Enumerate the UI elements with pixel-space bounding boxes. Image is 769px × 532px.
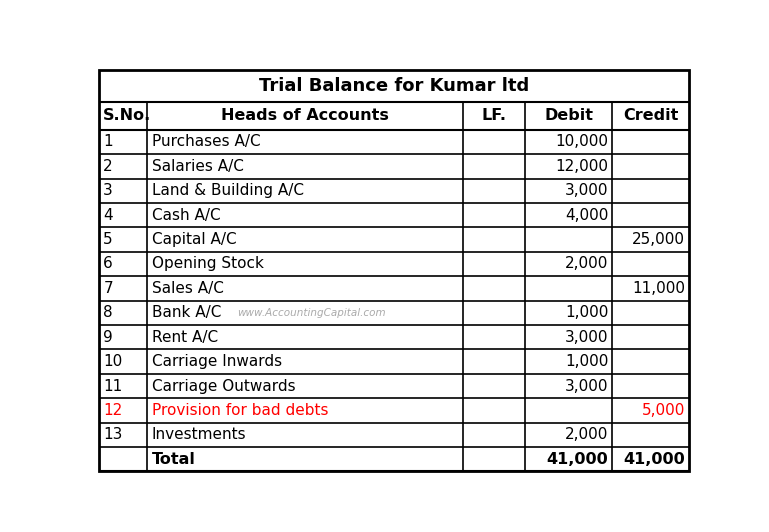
Text: 3,000: 3,000 [564,330,608,345]
Text: 10,000: 10,000 [555,135,608,149]
Text: 41,000: 41,000 [623,452,685,467]
Text: 41,000: 41,000 [547,452,608,467]
Text: 5,000: 5,000 [641,403,685,418]
Text: Provision for bad debts: Provision for bad debts [151,403,328,418]
Text: Credit: Credit [623,108,678,123]
Text: 5: 5 [103,232,113,247]
Text: 13: 13 [103,427,122,442]
Text: 9: 9 [103,330,113,345]
Text: Cash A/C: Cash A/C [151,207,220,223]
Text: 10: 10 [103,354,122,369]
Text: Bank A/C: Bank A/C [151,305,221,320]
Text: Purchases A/C: Purchases A/C [151,135,260,149]
Text: 12: 12 [103,403,122,418]
Text: Sales A/C: Sales A/C [151,281,224,296]
Text: 1: 1 [103,135,113,149]
Text: 3,000: 3,000 [564,378,608,394]
Text: LF.: LF. [481,108,507,123]
Text: 8: 8 [103,305,113,320]
Text: Carriage Outwards: Carriage Outwards [151,378,295,394]
Text: Investments: Investments [151,427,246,442]
Text: 2: 2 [103,159,113,174]
Text: Salaries A/C: Salaries A/C [151,159,244,174]
Text: Debit: Debit [544,108,593,123]
Text: Heads of Accounts: Heads of Accounts [221,108,389,123]
Text: 11: 11 [103,378,122,394]
Text: 6: 6 [103,256,113,271]
Text: 25,000: 25,000 [632,232,685,247]
Text: 4: 4 [103,207,113,223]
Text: S.No.: S.No. [103,108,151,123]
Text: www.AccountingCapital.com: www.AccountingCapital.com [238,308,386,318]
Text: Opening Stock: Opening Stock [151,256,264,271]
Text: 2,000: 2,000 [565,427,608,442]
Text: 3: 3 [103,184,113,198]
Text: 1,000: 1,000 [565,305,608,320]
Text: Rent A/C: Rent A/C [151,330,218,345]
Text: Carriage Inwards: Carriage Inwards [151,354,281,369]
Text: Total: Total [151,452,195,467]
Text: 7: 7 [103,281,113,296]
Text: 1,000: 1,000 [565,354,608,369]
Text: 3,000: 3,000 [564,184,608,198]
Text: 2,000: 2,000 [565,256,608,271]
Text: Land & Building A/C: Land & Building A/C [151,184,304,198]
Text: 11,000: 11,000 [632,281,685,296]
Text: Capital A/C: Capital A/C [151,232,236,247]
Text: 12,000: 12,000 [555,159,608,174]
Text: Trial Balance for Kumar ltd: Trial Balance for Kumar ltd [259,77,529,95]
Text: 4,000: 4,000 [565,207,608,223]
